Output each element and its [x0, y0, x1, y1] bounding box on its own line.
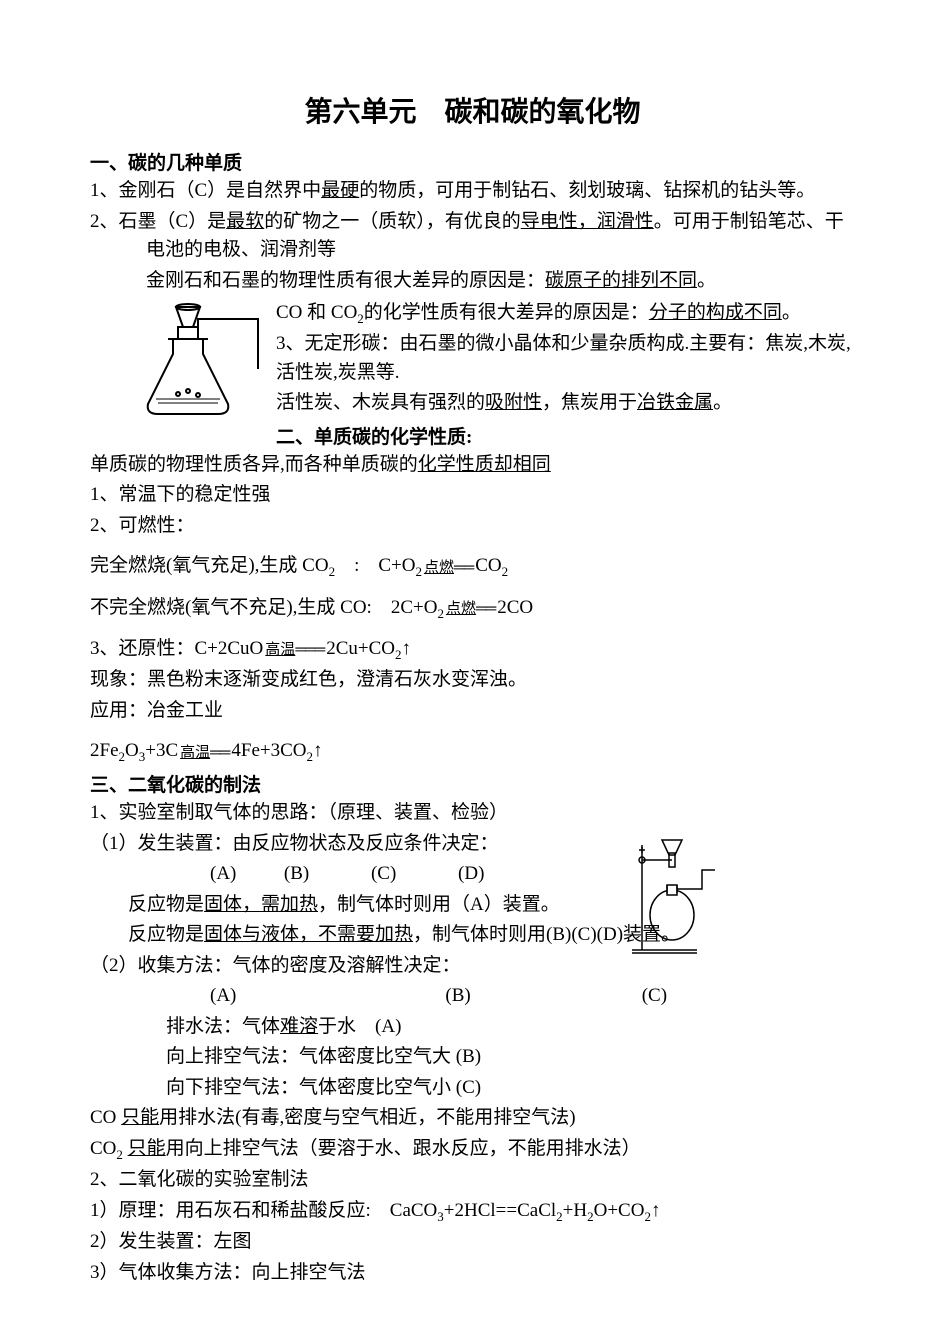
s1-co-mid: 的化学性质有很大差异的原因是： [364, 302, 649, 323]
s2-eq2-arrow: ↑ [313, 740, 323, 761]
s1-item2-u1: 最软 [226, 211, 264, 232]
flask-text-block: CO 和 CO2的化学性质有很大差异的原因是：分子的构成不同。 3、无定形碳：由… [90, 299, 855, 451]
reaction-condition-icon: 高温═══ [265, 635, 324, 664]
s2-cf-suffix: CO [475, 555, 501, 576]
s2-cf-sub3: 2 [502, 564, 509, 579]
s1-item3b-suffix: 。 [713, 392, 732, 413]
s1-item1-u: 最硬 [321, 180, 359, 201]
section1-heading: 一、碳的几种单质 [90, 148, 855, 175]
s3-item2: 2、二氧化碳的实验室制法 [90, 1166, 855, 1195]
s3-labels2: (A) (B) (C) [90, 982, 855, 1011]
s2-intro: 单质碳的物理性质各异,而各种单质碳的化学性质却相同 [90, 451, 855, 480]
s1-item3b-u1: 吸附性 [485, 392, 542, 413]
s3-item1: 1、实验室制取气体的思路：（原理、装置、检验） [90, 799, 855, 828]
s3-co-suffix: 用排水法(有毒,密度与空气相近，不能用排空气法) [159, 1107, 575, 1128]
s3-up: 向上排空气法：气体密度比空气大 (B) [90, 1043, 855, 1072]
s3-co2-sub: 2 [116, 1147, 123, 1162]
s3-line-a: 反应物是固体，需加热，制气体时则用（A）装置。 [90, 891, 855, 920]
s3-co2-only: CO2 只能用向上排空气法（要溶于水、跟水反应，不能用排水法） [90, 1135, 855, 1164]
s3-pr-arrow: ↑ [651, 1200, 661, 1221]
s1-item2-l2-prefix: 金刚石和石墨的物理性质有很大差异的原因是： [146, 270, 545, 291]
s3-labels: (A) (B) (C) (D) [90, 860, 855, 889]
s1-co-line: CO 和 CO2的化学性质有很大差异的原因是：分子的构成不同。 [276, 299, 855, 328]
s1-item3b-mid: ，焦炭用于 [542, 392, 637, 413]
s2-i3-arrow: ↑ [402, 638, 412, 659]
s1-item3b-u2: 冶铁金属 [637, 392, 713, 413]
s3-co2-u: 只能 [128, 1138, 166, 1159]
s1-item1-suffix: 的物质，可用于制钻石、刻划玻璃、钻探机的钻头等。 [359, 180, 815, 201]
s2-i3-suffix: 2Cu+CO [326, 638, 395, 659]
s3-drain-prefix: 排水法：气体 [166, 1016, 280, 1037]
s2-eq2: 2Fe2O3+3C高温══4Fe+3CO2↑ [90, 737, 855, 766]
s1-item2-prefix: 2、石墨（C）是 [90, 211, 226, 232]
s1-item3: 3、无定形碳：由石墨的微小晶体和少量杂质构成.主要有：焦炭,木炭,活性炭,炭黑等… [276, 330, 855, 387]
s3-pr-mid: +2HCl==CaCl [444, 1200, 556, 1221]
s3-la-u: 固体，需加热 [204, 894, 318, 915]
s2-cp-suffix: 2CO [497, 597, 533, 618]
section2-heading: 二、单质碳的化学性质: [276, 422, 855, 449]
s2-cp-sub1: 2 [437, 605, 444, 620]
s1-item2-mid: 的矿物之一（质软），有优良的 [264, 211, 521, 232]
reaction-condition-icon: 点燃══ [446, 594, 495, 623]
page-title: 第六单元 碳和碳的氧化物 [90, 90, 855, 130]
s3-pr-mid2: +H [563, 1200, 587, 1221]
s3-principle: 1）原理：用石灰石和稀盐酸反应: CaCO3+2HCl==CaCl2+H2O+C… [90, 1197, 855, 1226]
s3-la-prefix: 反应物是 [128, 894, 204, 915]
s2-item2: 2、可燃性： [90, 512, 855, 541]
s2-intro-prefix: 单质碳的物理性质各异,而各种单质碳的 [90, 454, 418, 475]
s3-co-u: 只能 [121, 1107, 159, 1128]
s2-item1: 1、常温下的稳定性强 [90, 481, 855, 510]
s2-combustion-partial: 不完全燃烧(氧气不充足),生成 CO: 2C+O2点燃══2CO [90, 594, 855, 623]
s3-co-prefix: CO [90, 1107, 121, 1128]
s3-down: 向下排空气法：气体密度比空气小 (C) [90, 1074, 855, 1103]
s2-cf-sub2: 2 [415, 564, 422, 579]
s2-combustion-full: 完全燃烧(氧气充足),生成 CO2 : C+O2点燃══CO2 [90, 552, 855, 581]
s2-eq2-mid2: +3C [145, 740, 178, 761]
s3-device: 2）发生装置：左图 [90, 1228, 855, 1257]
s1-item1: 1、金刚石（C）是自然界中最硬的物质，可用于制钻石、刻划玻璃、钻探机的钻头等。 [90, 177, 855, 206]
s3-lb-prefix: 反应物是 [128, 924, 204, 945]
s2-i3-prefix: 3、还原性：C+2CuO [90, 638, 263, 659]
s1-item1-prefix: 1、金刚石（C）是自然界中 [90, 180, 321, 201]
s2-cf-prefix: 完全燃烧(氧气充足),生成 CO [90, 555, 329, 576]
reaction-condition-icon: 点燃══ [424, 553, 473, 582]
s3-collect: 3）气体收集方法：向上排空气法 [90, 1259, 855, 1288]
s2-eq2-prefix: 2Fe [90, 740, 119, 761]
s2-cp-prefix: 不完全燃烧(氧气不充足),生成 CO: 2C+O [90, 597, 437, 618]
s3-line-b: 反应物是固体与液体，不需要加热，制气体时则用(B)(C)(D)装置。 [90, 921, 855, 950]
s3-la-suffix: ，制气体时则用（A）装置。 [318, 894, 560, 915]
s2-phenom: 现象：黑色粉末逐渐变成红色，澄清石灰水变浑浊。 [90, 666, 855, 695]
s2-intro-u: 化学性质却相同 [418, 454, 551, 475]
section3-heading: 三、二氧化碳的制法 [90, 770, 855, 797]
s3-sub2: （2）收集方法：气体的密度及溶解性决定： [90, 952, 855, 981]
s1-item2: 2、石墨（C）是最软的矿物之一（质软），有优良的导电性，润滑性。可用于制铅笔芯、… [90, 208, 855, 265]
s2-eq2-o: O [125, 740, 139, 761]
s3-drain-u: 难溶 [280, 1016, 318, 1037]
flask-apparatus-icon [128, 299, 268, 419]
s1-item2-l2-u: 碳原子的排列不同 [545, 270, 697, 291]
s1-item3b: 活性炭、木炭具有强烈的吸附性，焦炭用于冶铁金属。 [276, 389, 855, 418]
s1-item2-u2: 导电性，润滑性 [521, 211, 654, 232]
s3-drain-suffix: 于水 (A) [318, 1016, 401, 1037]
s1-co-u: 分子的构成不同 [649, 302, 782, 323]
apparatus-stand-icon [627, 835, 717, 955]
s3-co-only: CO 只能用排水法(有毒,密度与空气相近，不能用排空气法) [90, 1104, 855, 1133]
s3-pr-prefix: 1）原理：用石灰石和稀盐酸反应: CaCO [90, 1200, 437, 1221]
s2-item3: 3、还原性：C+2CuO高温═══2Cu+CO2↑ [90, 635, 855, 664]
s1-item2-line2: 金刚石和石墨的物理性质有很大差异的原因是：碳原子的排列不同。 [90, 267, 855, 296]
s2-app: 应用：冶金工业 [90, 697, 855, 726]
s3-lb-u: 固体与液体，不需要加热 [204, 924, 413, 945]
s1-item3b-prefix: 活性炭、木炭具有强烈的 [276, 392, 485, 413]
reaction-condition-icon: 高温══ [180, 738, 229, 767]
s3-co2-suffix: 用向上排空气法（要溶于水、跟水反应，不能用排水法） [166, 1138, 641, 1159]
s3-pr-mid3: O+CO [594, 1200, 645, 1221]
s2-eq2-suffix: 4Fe+3CO [231, 740, 306, 761]
s1-co-suffix: 。 [782, 302, 801, 323]
s1-co-prefix: CO 和 CO [276, 302, 357, 323]
s1-item2-l2-suffix: 。 [697, 270, 716, 291]
s3-co2-prefix: CO [90, 1138, 116, 1159]
s2-cf-mid: : C+O [335, 555, 415, 576]
s3-drain: 排水法：气体难溶于水 (A) [90, 1013, 855, 1042]
s3-sub1: （1）发生装置：由反应物状态及反应条件决定： [90, 830, 855, 859]
